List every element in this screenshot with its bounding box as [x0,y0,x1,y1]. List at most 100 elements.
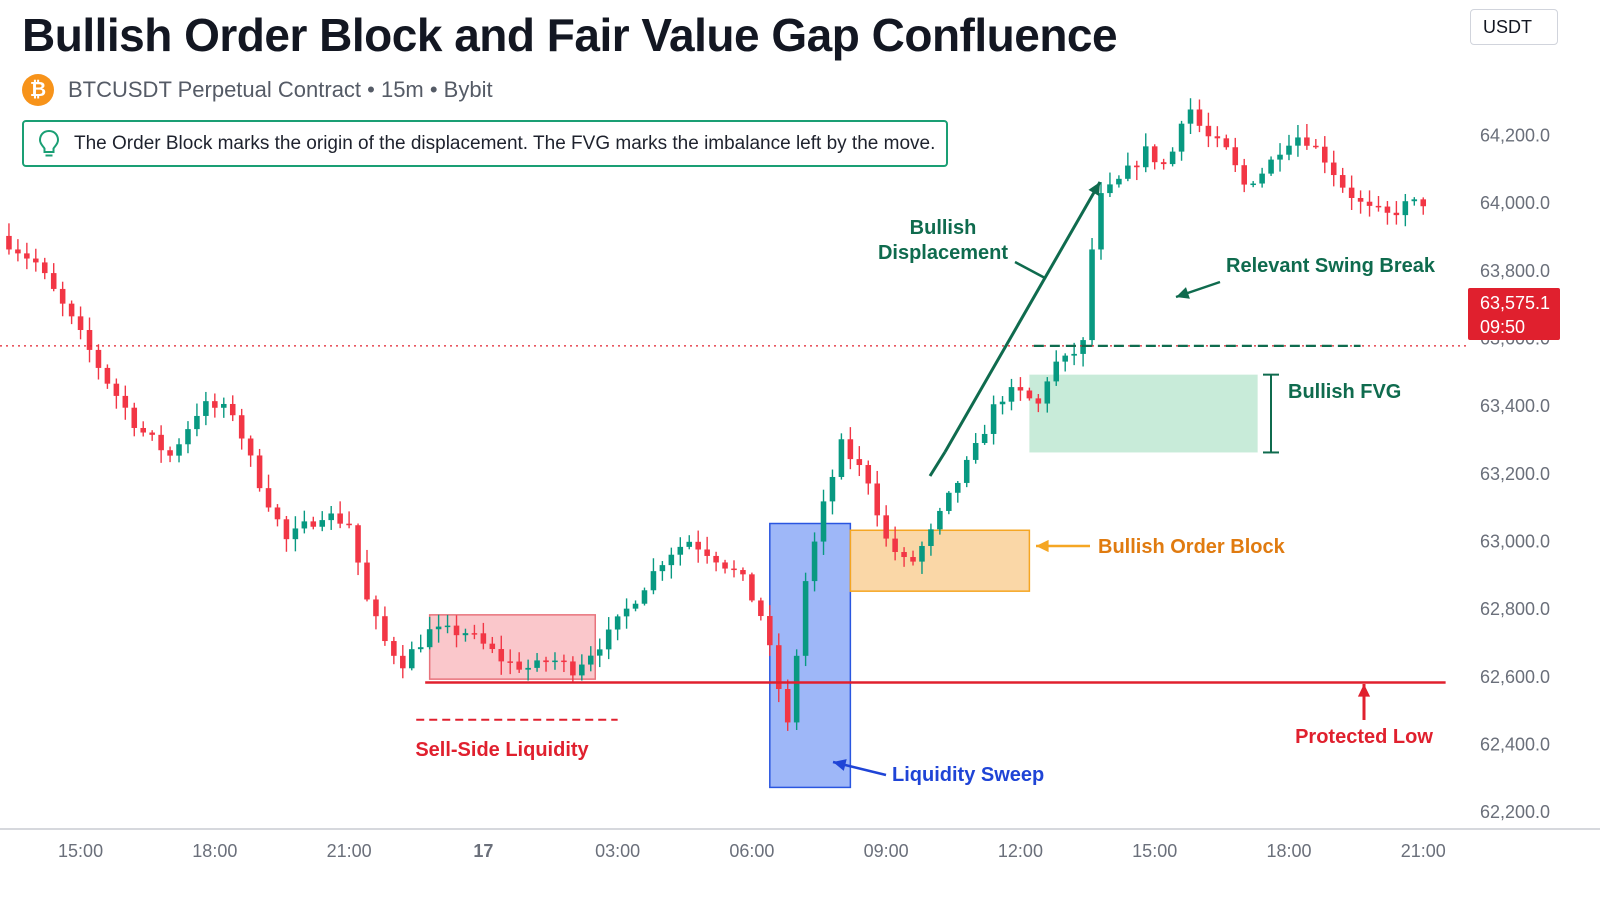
bull-candle [408,641,415,671]
bull-candle [1098,182,1104,260]
y-tick-label: 62,200.0 [1480,802,1550,822]
protected-low-arrow-head [1357,684,1371,697]
bear-candle [453,615,460,648]
bear-candle [713,551,719,572]
bear-candle [498,635,505,675]
bear-candle [41,257,48,280]
bear-candle [310,516,317,530]
bear-candle [1151,144,1158,170]
x-tick-label: 03:00 [595,841,640,861]
bull-candle [838,433,845,480]
x-tick-label: 15:00 [58,841,103,861]
bull-candle [686,535,693,550]
order-block-arrow-head [1036,539,1049,553]
bear-candle [1366,190,1373,217]
liquidity-sweep-box [769,522,852,789]
bear-candle [489,636,496,654]
bull-candle [946,491,952,515]
bull-candle [1169,147,1176,167]
bull-candle [1116,175,1122,188]
bear-candle [373,595,379,630]
bear-candle [1017,377,1024,401]
bear-candle [229,395,236,422]
bull-candle [1053,350,1060,386]
bear-candle [516,652,522,673]
symbol-text: BTCUSDT Perpetual Contract • 15m • Bybit [68,77,493,102]
liquidity-sweep-arrow-head [833,759,847,771]
bear-candle [355,523,361,576]
currency-selector[interactable]: USDT [1470,9,1558,45]
bear-candle [95,344,102,380]
bear-candle [337,501,343,529]
displacement-pointer [1014,260,1046,280]
bull-candle [1259,167,1265,188]
displacement-arrow-head [1088,182,1100,196]
bear-candle [1339,167,1346,193]
bear-candle [1205,112,1212,148]
bear-candle [122,385,129,420]
bear-candle [15,239,21,262]
bull-candle [1411,197,1418,206]
bull-candle [292,516,299,552]
bear-candle [758,597,764,621]
sell-side-range-box [428,614,597,680]
bull-candle [1107,172,1113,198]
bull-candle [1250,181,1256,188]
bear-candle [131,402,138,437]
bear-candle [740,567,746,581]
bear-candle [1196,99,1203,133]
protected-low-label: Protected Low [1295,726,1433,748]
levels [0,344,1468,721]
bull-candle [963,456,970,488]
bull-candle [999,396,1006,415]
bull-candle [1295,124,1301,157]
bear-candle [1223,134,1230,150]
candles [6,98,1427,731]
y-tick-label: 63,400.0 [1480,396,1550,416]
liquidity-sweep-label: Liquidity Sweep [892,764,1044,786]
bear-candle [68,300,75,325]
y-tick-label: 63,200.0 [1480,464,1550,484]
bear-candle [695,530,701,563]
bull-candle [185,421,191,454]
bull-candle [1044,377,1051,413]
bull-candle [417,634,424,653]
bull-candle [623,598,630,629]
swing-break-arrow-head [1176,287,1190,299]
note-text: The Order Block marks the origin of the … [74,132,936,154]
bull-candle [1402,193,1409,227]
bull-candle [579,654,585,681]
y-tick-label: 62,600.0 [1480,667,1550,687]
bear-candle [865,460,872,495]
bull-candle [990,395,997,445]
bull-candle [1178,120,1185,161]
bull-candle [462,628,469,642]
bear-candle [767,605,773,656]
bull-candle [176,438,182,463]
displacement-label-2: Displacement [878,242,1008,264]
bull-candle [1277,143,1283,172]
bear-candle [265,474,272,512]
x-tick-label: 18:00 [1266,841,1311,861]
displacement-arrow-tail [928,451,947,477]
displacement-arrow [943,181,1102,453]
bull-candle [328,505,334,530]
bull-candle [793,649,800,731]
lightbulb-icon [38,129,60,156]
bull-candle [659,561,666,581]
bear-candle [784,679,791,731]
bull-candle [802,572,809,667]
bull-candle [426,616,433,650]
bull-candle [1089,238,1095,347]
bull-candle [203,391,209,426]
bear-candle [113,378,120,409]
bear-candle [471,624,478,640]
bear-candle [140,421,146,437]
bear-candle [364,549,370,602]
bull-candle [1062,353,1068,372]
bull-candle [588,646,594,672]
bear-candle [59,281,66,317]
bull-candle [1008,378,1015,411]
y-tick-label: 63,000.0 [1480,531,1550,551]
